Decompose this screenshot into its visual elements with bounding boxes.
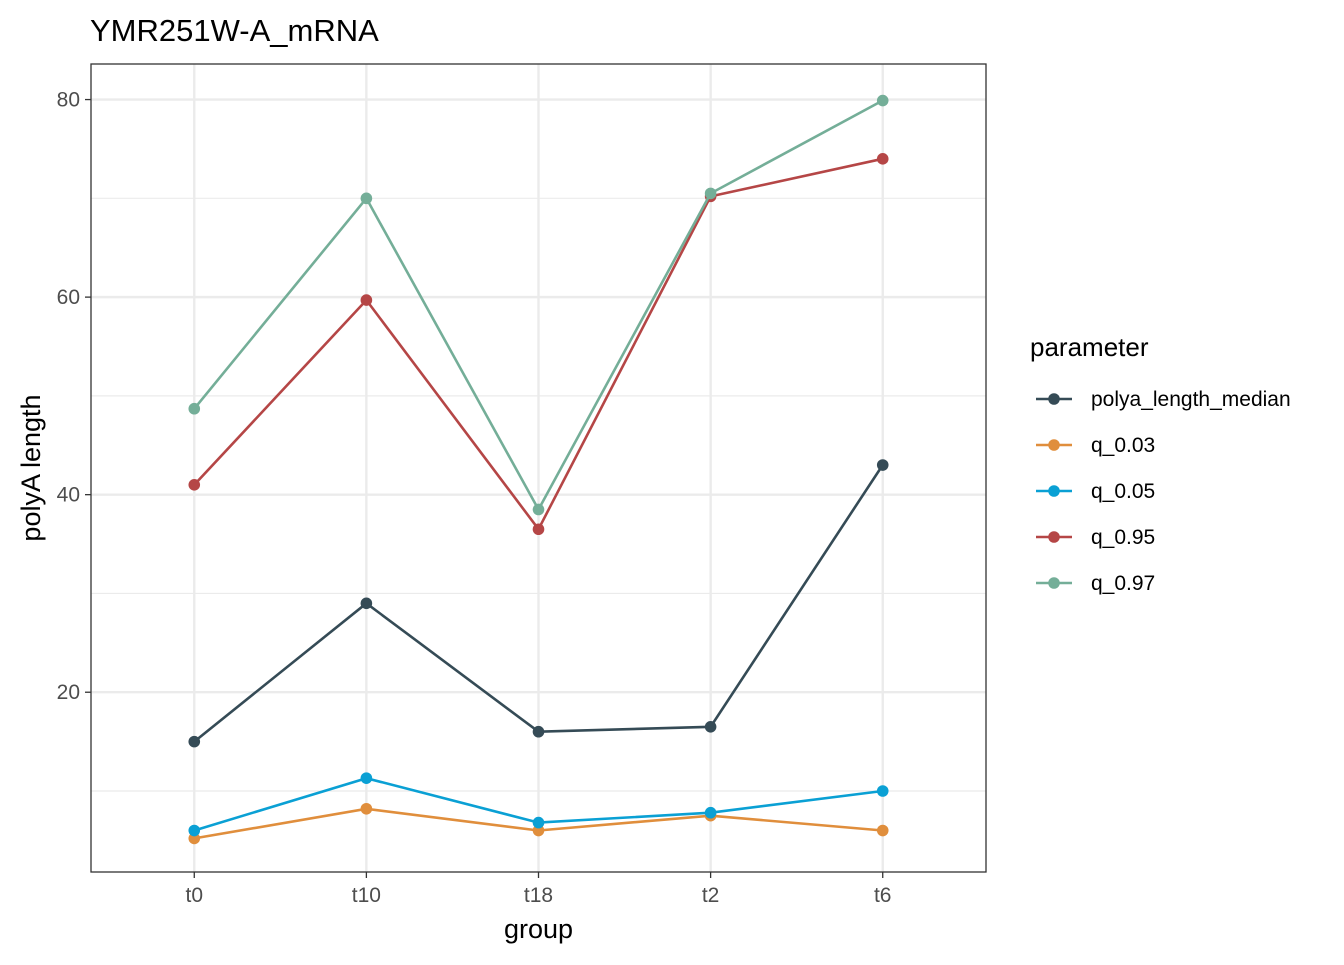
- legend-key-point: [1048, 531, 1060, 543]
- data-point: [876, 824, 889, 837]
- y-tick-label: 40: [57, 484, 80, 507]
- legend-label: q_0.05: [1091, 480, 1155, 503]
- legend-label: q_0.97: [1091, 572, 1155, 595]
- data-point: [188, 478, 201, 491]
- legend-title: parameter: [1030, 332, 1149, 362]
- legend-key-point: [1048, 393, 1060, 405]
- legend-label: q_0.95: [1091, 526, 1155, 549]
- grid-lines: [91, 64, 986, 872]
- data-point: [532, 523, 545, 536]
- y-tick-label: 80: [57, 89, 80, 112]
- y-tick-label: 60: [57, 286, 80, 309]
- data-point: [360, 802, 373, 815]
- axes: 20 40 60 80 t0 t10 t18 t2 t6: [57, 89, 892, 907]
- data-point: [876, 459, 889, 471]
- data-point: [704, 187, 717, 200]
- data-point: [704, 806, 717, 819]
- data-point: [876, 94, 889, 107]
- data-point: [360, 597, 373, 610]
- data-point: [360, 772, 373, 784]
- legend-key-point: [1048, 439, 1060, 451]
- x-axis-label: group: [504, 914, 573, 944]
- data-point: [532, 503, 545, 516]
- x-tick-label: t18: [524, 884, 553, 907]
- data-point: [188, 402, 201, 415]
- series-group: [188, 94, 889, 845]
- data-point: [360, 192, 373, 205]
- legend-key-point: [1048, 485, 1060, 497]
- x-tick-label: t6: [874, 884, 892, 907]
- x-tick-label: t10: [352, 884, 381, 907]
- data-point: [876, 785, 889, 797]
- data-point: [704, 720, 717, 733]
- x-tick-label: t0: [186, 884, 204, 907]
- data-point: [532, 725, 545, 738]
- data-point: [360, 294, 373, 306]
- data-point: [532, 816, 545, 829]
- data-point: [188, 824, 201, 837]
- chart-title: YMR251W-A_mRNA: [90, 13, 379, 48]
- y-tick-label: 20: [57, 681, 80, 704]
- data-point: [188, 735, 201, 748]
- x-tick-label: t2: [702, 884, 720, 907]
- legend-label: polya_length_median: [1091, 388, 1291, 411]
- legend-key-point: [1048, 577, 1060, 589]
- legend: parameter polya_length_median q_0.03 q_0.0…: [1030, 332, 1291, 595]
- legend-label: q_0.03: [1091, 434, 1155, 457]
- y-axis-label: polyA length: [16, 394, 46, 541]
- data-point: [876, 153, 889, 165]
